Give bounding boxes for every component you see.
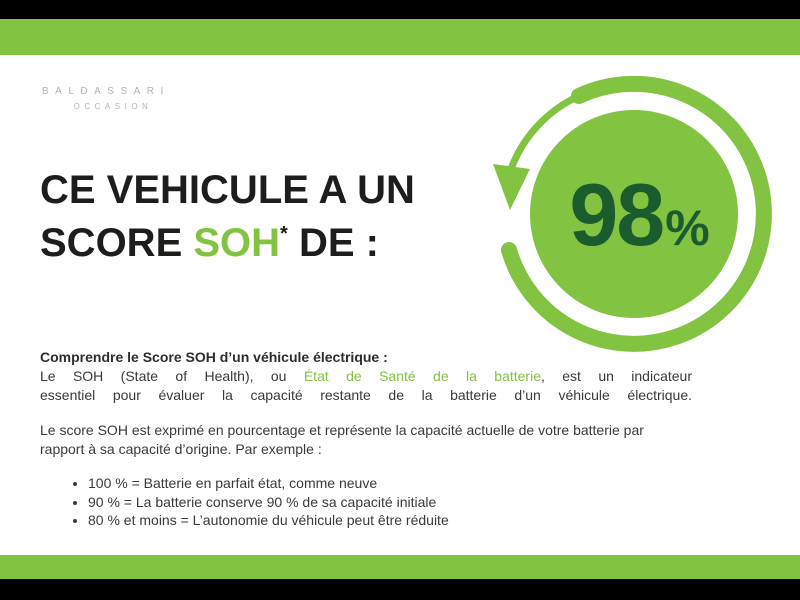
soh-score-unit: %	[665, 200, 710, 256]
soh-gauge: 98 %	[466, 62, 800, 362]
title-line2-pre: SCORE	[40, 221, 194, 265]
title-line2-post: DE :	[287, 221, 379, 265]
brand-logo: BALDASSARI OCCASION	[42, 86, 184, 111]
brand-name: BALDASSARI	[42, 86, 170, 97]
explanation-block: Comprendre le Score SOH d’un véhicule él…	[40, 348, 692, 530]
gauge-ring-arc	[501, 75, 772, 352]
bottom-green-bar	[0, 555, 800, 579]
brand-subtitle: OCCASION	[73, 102, 153, 111]
title-soh-highlight: SOH	[193, 221, 281, 265]
arrowhead-icon	[493, 164, 530, 210]
top-black-bar	[0, 0, 800, 19]
gauge-ring-tail	[507, 92, 583, 173]
bottom-black-bar	[0, 579, 800, 600]
paragraph1-line1: Le SOH (State of Health), ou État de San…	[40, 367, 692, 386]
p1-post: , est un indicateur	[541, 368, 692, 384]
paragraph1-line2: essentiel pour évaluer la capacité resta…	[40, 387, 692, 403]
paragraph2: Le score SOH est exprimé en pourcentage …	[40, 422, 644, 457]
gauge-value: 98 %	[472, 65, 800, 365]
p1-highlight: État de Santé de la batterie	[303, 368, 541, 384]
top-green-bar	[0, 19, 800, 55]
explanation-heading: Comprendre le Score SOH d’un véhicule él…	[40, 349, 388, 365]
soh-examples-list: 100 % = Batterie en parfait état, comme …	[40, 474, 692, 530]
p1-pre: Le SOH (State of Health), ou	[40, 368, 304, 384]
title-line1: CE VEHICULE A UN	[40, 168, 415, 212]
gauge-disc	[530, 110, 738, 318]
list-item: 90 % = La batterie conserve 90 % de sa c…	[88, 493, 692, 512]
soh-score-number: 98	[569, 165, 665, 264]
list-item: 80 % et moins = L’autonomie du véhicule …	[88, 511, 692, 530]
circular-arrow-icon	[493, 75, 772, 352]
title-asterisk: *	[280, 223, 288, 245]
list-item: 100 % = Batterie en parfait état, comme …	[88, 474, 692, 493]
page-title: CE VEHICULE A UN SCORE SOH* DE :	[40, 164, 415, 277]
